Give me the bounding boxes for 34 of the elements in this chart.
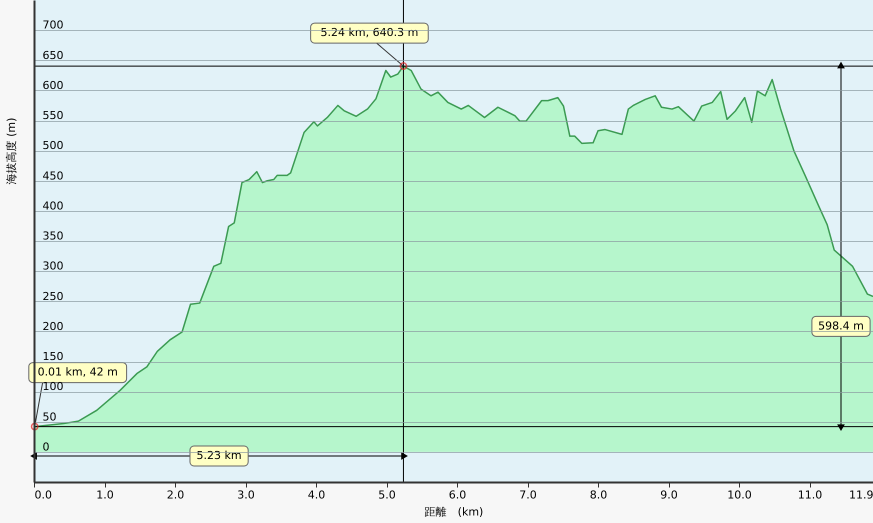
x-tick-label: 3.0 bbox=[237, 488, 255, 502]
y-tick-label: 500 bbox=[42, 139, 64, 152]
y-tick-label: 700 bbox=[42, 18, 64, 32]
x-tick-label: 7.0 bbox=[519, 488, 537, 502]
annotation: 0.01 km, 42 m bbox=[38, 366, 118, 379]
y-tick-label: 650 bbox=[42, 48, 64, 62]
y-tick-label: 150 bbox=[42, 350, 64, 363]
x-tick-label: 8.0 bbox=[590, 488, 608, 502]
y-tick-label: 300 bbox=[42, 260, 64, 273]
x-tick-label: 10.0 bbox=[727, 488, 752, 502]
x-axis-title: 距離 (km) bbox=[424, 506, 484, 518]
x-tick-label: 9.0 bbox=[660, 488, 678, 502]
x-tick-label: 2.0 bbox=[166, 488, 184, 502]
y-tick-label: 100 bbox=[42, 380, 64, 394]
y-tick-label: 200 bbox=[42, 320, 64, 333]
x-tick-label: 6.0 bbox=[448, 488, 466, 502]
annotation: 5.23 km bbox=[196, 449, 242, 462]
y-tick-label: 400 bbox=[42, 199, 64, 212]
x-tick-label: 1.0 bbox=[96, 488, 114, 502]
y-tick-label: 600 bbox=[42, 78, 64, 92]
y-axis-title: 海拔高度 (m) bbox=[5, 118, 18, 184]
y-tick-label: 550 bbox=[42, 109, 64, 122]
y-tick-label: 450 bbox=[42, 169, 64, 182]
y-tick-label: 350 bbox=[42, 230, 64, 242]
x-tick-label: 11.9 bbox=[849, 488, 873, 502]
annotation: 598.4 m bbox=[818, 319, 864, 332]
y-tick-label: 0 bbox=[42, 440, 50, 454]
y-tick-label: 250 bbox=[42, 290, 64, 303]
x-tick-label: 5.0 bbox=[378, 488, 396, 502]
x-tick-label: 4.0 bbox=[308, 488, 326, 502]
x-tick-label: 0.0 bbox=[34, 488, 52, 502]
annotation: 5.24 km, 640.3 m bbox=[320, 26, 418, 40]
y-tick-label: 50 bbox=[42, 410, 56, 424]
x-tick-label: 11.0 bbox=[798, 488, 822, 502]
